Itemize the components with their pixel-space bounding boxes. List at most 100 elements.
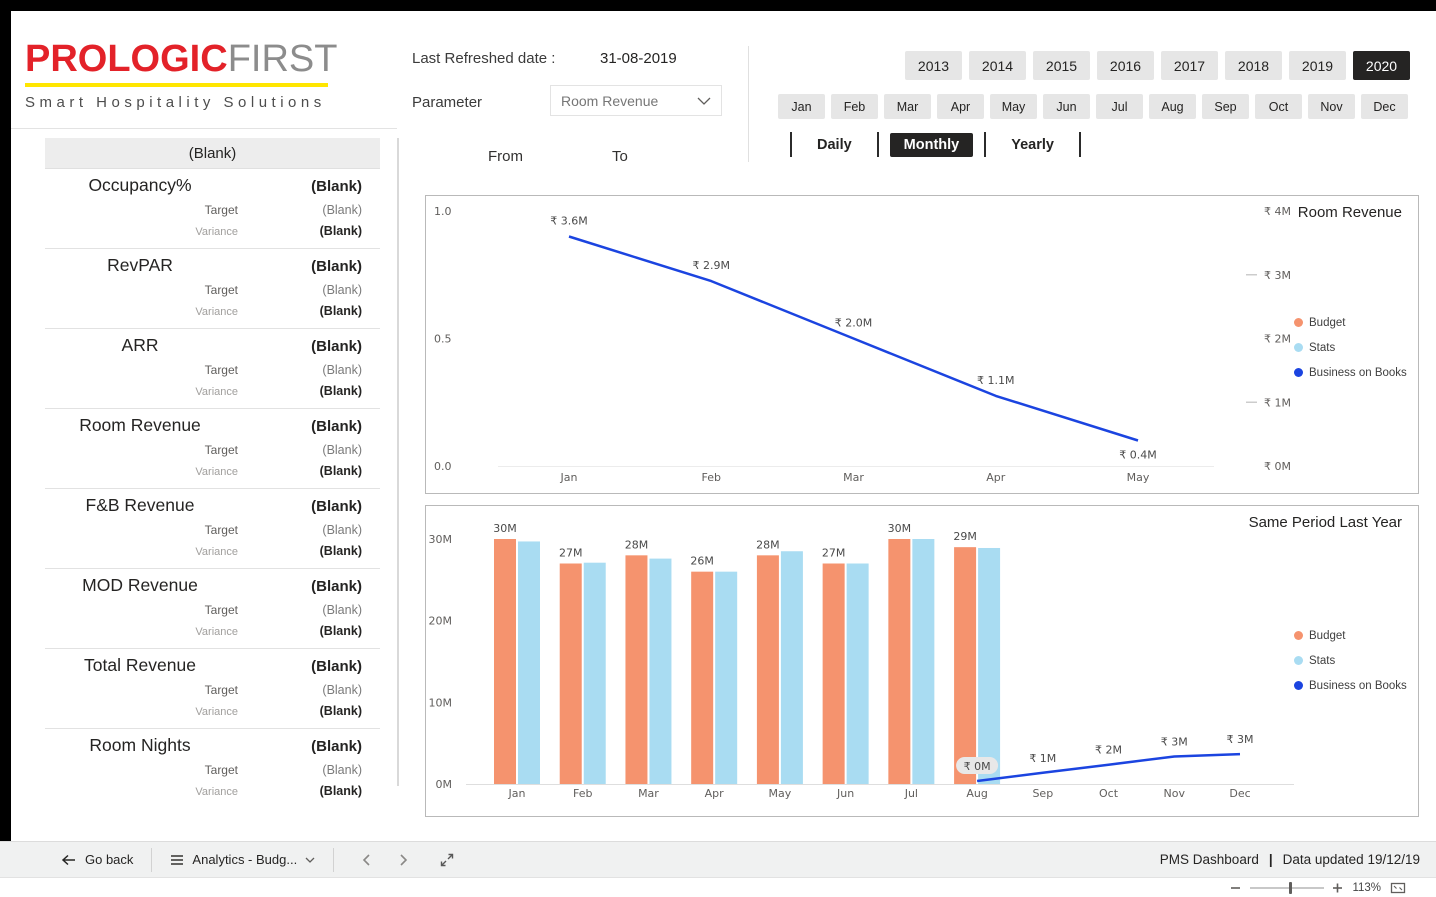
granularity-toggle: Daily Monthly Yearly xyxy=(790,132,1081,157)
chart-legend: Budget Stats Business on Books xyxy=(1294,310,1407,385)
kpi-row-mod-revenue[interactable]: MOD Revenue (Blank) Target (Blank) Variance (… xyxy=(45,569,380,649)
room-revenue-plot: 1.0 0.5 0.0 ₹ 4M ₹ 3M ₹ 2M ₹ 1M ₹ 0M Jan Feb Mar Ap… xyxy=(434,205,1291,484)
legend-label: Stats xyxy=(1309,341,1336,354)
year-button-2017[interactable]: 2017 xyxy=(1161,51,1218,80)
legend-dot xyxy=(1294,318,1303,327)
stats-bar-jan[interactable] xyxy=(518,541,540,784)
axis-label: 26M xyxy=(690,555,714,568)
kpi-target-value: (Blank) xyxy=(322,603,362,617)
budget-bar-apr[interactable] xyxy=(691,571,714,784)
toolbar-divider xyxy=(151,847,153,872)
year-button-2020[interactable]: 2020 xyxy=(1353,51,1410,80)
next-page-button[interactable] xyxy=(399,853,408,867)
legend-item-budget[interactable]: Budget xyxy=(1294,310,1407,335)
zoom-out-button[interactable] xyxy=(1231,886,1241,890)
axis-label: Mar xyxy=(638,787,659,800)
month-button-sep[interactable]: Sep xyxy=(1202,94,1249,119)
month-button-apr[interactable]: Apr xyxy=(937,94,984,119)
month-button-feb[interactable]: Feb xyxy=(831,94,878,119)
month-button-dec[interactable]: Dec xyxy=(1361,94,1408,119)
fit-to-page-button[interactable] xyxy=(1390,882,1406,894)
kpi-row-total-revenue[interactable]: Total Revenue (Blank) Target (Blank) Varianc… xyxy=(45,649,380,729)
legend-item-stats[interactable]: Stats xyxy=(1294,648,1407,673)
go-back-button[interactable]: Go back xyxy=(57,842,137,877)
legend-item-business-on-books[interactable]: Business on Books xyxy=(1294,673,1407,698)
chart-title: Room Revenue xyxy=(1297,204,1402,221)
plus-icon xyxy=(1333,883,1343,892)
budget-bar-jun[interactable] xyxy=(822,563,845,785)
page-selector-dropdown[interactable]: Analytics - Budg... xyxy=(166,842,319,877)
month-button-oct[interactable]: Oct xyxy=(1255,94,1302,119)
budget-bar-may[interactable] xyxy=(756,555,779,784)
granularity-monthly-button[interactable]: Monthly xyxy=(889,132,974,157)
budget-bar-aug[interactable] xyxy=(954,547,977,784)
focus-mode-button[interactable] xyxy=(440,853,454,867)
kpi-matrix: (Blank) Occupancy% (Blank) Target (Blank) Va… xyxy=(45,138,380,809)
parameter-label: Parameter xyxy=(412,94,483,111)
month-button-mar[interactable]: Mar xyxy=(884,94,931,119)
kpi-variance-label: Variance xyxy=(195,786,238,798)
stats-bar-mar[interactable] xyxy=(649,558,672,784)
brand-name-secondary: FIRST xyxy=(227,38,338,80)
kpi-row-occupancy[interactable]: Occupancy% (Blank) Target (Blank) Variance (B… xyxy=(45,169,380,249)
kpi-row-room-revenue[interactable]: Room Revenue (Blank) Target (Blank) Variance… xyxy=(45,409,380,489)
kpi-target-value: (Blank) xyxy=(322,763,362,777)
month-button-jan[interactable]: Jan xyxy=(778,94,825,119)
legend-label: Business on Books xyxy=(1309,366,1407,379)
axis-label: ₹ 1M xyxy=(1029,752,1056,765)
vertical-divider xyxy=(397,138,399,786)
budget-bar-feb[interactable] xyxy=(559,563,582,785)
previous-page-button[interactable] xyxy=(362,853,371,867)
kpi-target-label: Target xyxy=(204,603,238,617)
stats-bar-feb[interactable] xyxy=(583,562,606,784)
month-filter: Jan Feb Mar Apr May Jun Jul Aug Sep Oct Nov Dec xyxy=(778,94,1408,119)
axis-label: 30M xyxy=(493,522,517,535)
year-button-2013[interactable]: 2013 xyxy=(905,51,962,80)
stats-bar-jun[interactable] xyxy=(846,563,869,785)
zoom-in-button[interactable] xyxy=(1333,883,1343,893)
granularity-daily-button[interactable]: Daily xyxy=(803,133,866,157)
kpi-value: (Blank) xyxy=(311,418,362,435)
legend-item-budget[interactable]: Budget xyxy=(1294,623,1407,648)
same-period-plot: 30M 20M 10M 0M Jan Feb Mar Apr May Jun Jul Aug Sep Oc… xyxy=(429,522,1294,800)
axis-label: Sep xyxy=(1032,787,1053,800)
granularity-yearly-button[interactable]: Yearly xyxy=(997,133,1068,157)
parameter-dropdown[interactable]: Room Revenue xyxy=(550,85,722,116)
year-button-2018[interactable]: 2018 xyxy=(1225,51,1282,80)
stats-bar-jul[interactable] xyxy=(912,539,935,784)
budget-bar-jan[interactable] xyxy=(494,539,516,784)
kpi-target-value: (Blank) xyxy=(322,683,362,697)
axis-label: 29M xyxy=(953,530,977,543)
month-button-aug[interactable]: Aug xyxy=(1149,94,1196,119)
kpi-variance-label: Variance xyxy=(195,306,238,318)
brand-name-primary: PROLOGIC xyxy=(25,38,228,80)
month-button-may[interactable]: May xyxy=(990,94,1037,119)
business-on-books-line[interactable] xyxy=(568,235,1139,442)
stats-bar-apr[interactable] xyxy=(715,571,738,784)
budget-bar-mar[interactable] xyxy=(625,555,648,784)
month-button-jun[interactable]: Jun xyxy=(1043,94,1090,119)
legend-item-stats[interactable]: Stats xyxy=(1294,335,1407,360)
stats-bar-may[interactable] xyxy=(780,551,803,784)
zoom-slider[interactable] xyxy=(1250,881,1325,894)
year-button-2019[interactable]: 2019 xyxy=(1289,51,1346,80)
legend-item-business-on-books[interactable]: Business on Books xyxy=(1294,360,1407,385)
zoom-bar: 113% xyxy=(0,878,1436,897)
year-button-2014[interactable]: 2014 xyxy=(969,51,1026,80)
month-button-nov[interactable]: Nov xyxy=(1308,94,1355,119)
year-button-2016[interactable]: 2016 xyxy=(1097,51,1154,80)
kpi-row-room-nights[interactable]: Room Nights (Blank) Target (Blank) Variance (… xyxy=(45,729,380,809)
budget-bar-jul[interactable] xyxy=(888,539,911,784)
title-separator: | xyxy=(1268,852,1273,867)
kpi-row-f-b-revenue[interactable]: F&B Revenue (Blank) Target (Blank) Variance (… xyxy=(45,489,380,569)
month-button-jul[interactable]: Jul xyxy=(1096,94,1143,119)
kpi-row-revpar[interactable]: RevPAR (Blank) Target (Blank) Variance (Blank… xyxy=(45,249,380,329)
year-button-2015[interactable]: 2015 xyxy=(1033,51,1090,80)
stats-bar-aug[interactable] xyxy=(978,547,1001,784)
kpi-variance-label: Variance xyxy=(195,226,238,238)
axis-label: ₹ 3M xyxy=(1227,733,1254,746)
chevron-down-icon xyxy=(697,97,711,105)
kpi-row-arr[interactable]: ARR (Blank) Target (Blank) Variance (Blank) xyxy=(45,329,380,409)
business-on-books-line[interactable] xyxy=(976,752,1241,783)
zoom-slider-handle[interactable] xyxy=(1288,881,1292,894)
